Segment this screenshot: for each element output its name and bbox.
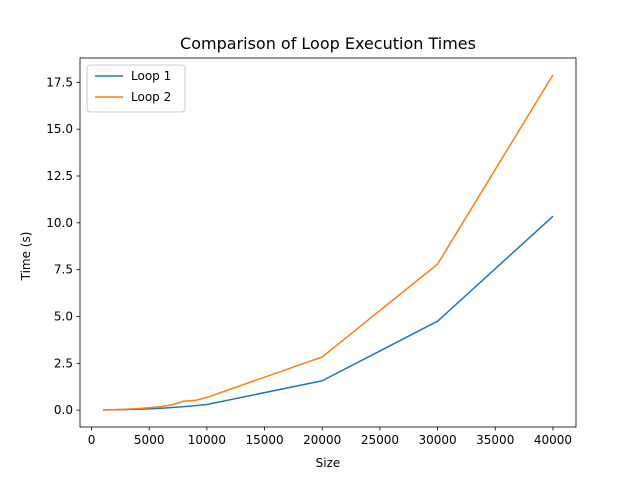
series-line-2 xyxy=(103,74,554,411)
legend: Loop 1 Loop 2 xyxy=(86,64,186,113)
x-tick-label: 5000 xyxy=(134,433,165,447)
legend-label-1: Loop 1 xyxy=(131,69,171,83)
y-tick-label: 0.0 xyxy=(54,403,73,417)
x-tick-label: 25000 xyxy=(361,433,399,447)
plot-frame xyxy=(79,57,577,428)
x-axis-label: Size xyxy=(316,456,341,470)
y-tick-label: 5.0 xyxy=(54,309,73,323)
x-tick-label: 20000 xyxy=(303,433,341,447)
y-tick-label: 17.5 xyxy=(46,75,73,89)
series-line-1 xyxy=(103,215,554,411)
plot-area xyxy=(103,74,554,411)
y-tick-label: 7.5 xyxy=(54,263,73,277)
x-tick-label: 30000 xyxy=(418,433,456,447)
legend-label-2: Loop 2 xyxy=(131,90,171,104)
x-tick-label: 10000 xyxy=(188,433,226,447)
axes: 0 5000 10000 15000 20000 25000 30000 35000 40000… xyxy=(46,57,577,447)
chart-title: Comparison of Loop Execution Times xyxy=(180,34,476,53)
y-tick-label: 10.0 xyxy=(46,216,73,230)
y-tick-label: 2.5 xyxy=(54,356,73,370)
x-tick-label: 0 xyxy=(88,433,96,447)
y-tick-label: 12.5 xyxy=(46,169,73,183)
x-tick-label: 35000 xyxy=(476,433,514,447)
y-tick-label: 15.0 xyxy=(46,122,73,136)
y-axis-label: Time (s) xyxy=(19,232,33,282)
x-tick-label: 15000 xyxy=(245,433,283,447)
x-tick-label: 40000 xyxy=(534,433,572,447)
